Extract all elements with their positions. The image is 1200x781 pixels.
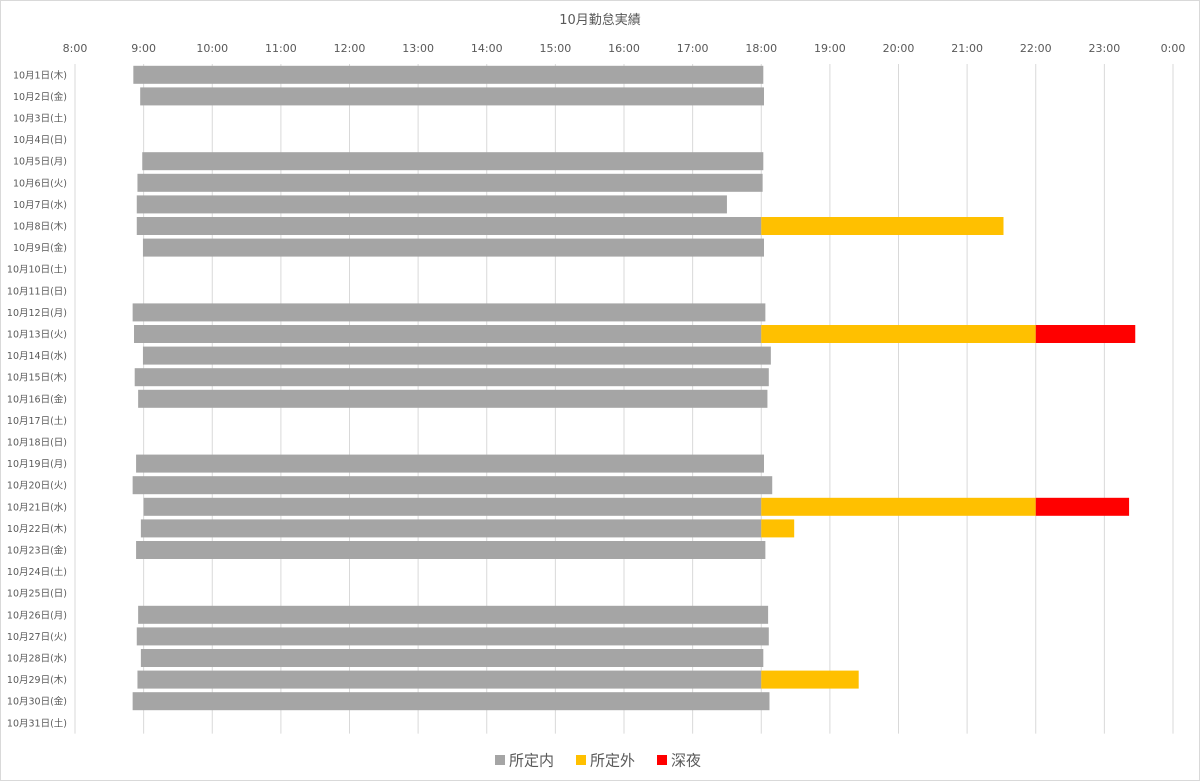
x-tick-label: 0:00: [1161, 42, 1186, 55]
bar-regular: [134, 325, 762, 343]
bar-regular: [136, 454, 764, 473]
bar-regular: [142, 346, 771, 365]
x-tick-label: 23:00: [1089, 42, 1121, 55]
bar-overtime: [761, 497, 1036, 516]
x-tick-label: 15:00: [540, 42, 572, 55]
y-tick-label: 10月28日(水): [7, 653, 67, 665]
legend-label: 所定外: [590, 752, 635, 770]
legend-swatch: [495, 755, 505, 765]
y-tick-label: 10月14日(水): [7, 350, 67, 362]
y-tick-label: 10月11日(日): [7, 286, 67, 297]
legend: 所定内 所定外 深夜: [495, 752, 701, 770]
bar-overtime: [761, 217, 1004, 235]
y-tick-label: 10月16日(金): [7, 393, 67, 405]
y-tick-label: 10月17日(土): [7, 415, 67, 427]
x-tick-label: 22:00: [1020, 42, 1052, 55]
bar-regular: [140, 649, 764, 667]
bar-regular: [133, 65, 764, 84]
y-tick-label: 10月8日(木): [13, 221, 67, 233]
bars: [132, 65, 1136, 711]
y-tick-label: 10月24日(土): [7, 566, 67, 578]
legend-swatch: [657, 755, 667, 765]
y-tick-label: 10月18日(日): [7, 438, 67, 449]
x-tick-label: 12:00: [334, 42, 366, 55]
x-tick-label: 11:00: [265, 42, 297, 55]
legend-label: 深夜: [671, 752, 701, 770]
y-tick-label: 10月29日(木): [7, 674, 67, 686]
y-tick-label: 10月13日(火): [7, 330, 67, 341]
bar-night: [1035, 497, 1130, 516]
y-tick-label: 10月5日(月): [13, 157, 67, 168]
y-tick-label: 10月26日(月): [7, 610, 67, 621]
x-tick-label: 21:00: [951, 42, 983, 55]
y-tick-label: 10月23日(金): [7, 545, 67, 557]
y-tick-label: 10月10日(土): [7, 264, 67, 276]
bar-regular: [136, 217, 762, 235]
bar-regular: [134, 368, 769, 387]
x-tick-label: 17:00: [677, 42, 709, 55]
y-tick-label: 10月1日(木): [13, 69, 67, 81]
bar-regular: [132, 476, 773, 495]
bar-regular: [142, 152, 764, 171]
bar-regular: [136, 541, 766, 559]
bar-regular: [136, 627, 769, 646]
y-tick-label: 10月6日(火): [13, 178, 67, 189]
y-axis-ticks: 10月1日(木) 10月2日(金) 10月3日(土) 10月4日(日) 10月5日(月)…: [7, 69, 67, 729]
bar-regular: [132, 692, 770, 711]
y-tick-label: 10月12日(月): [7, 308, 67, 319]
y-tick-label: 10月4日(日): [13, 135, 67, 146]
x-tick-label: 20:00: [883, 42, 915, 55]
x-axis-ticks: 8:00 9:00 10:00 11:00 12:00 13:00 14:00 15:00 16…: [63, 42, 1186, 55]
bar-overtime: [761, 325, 1036, 343]
legend-swatch: [576, 755, 586, 765]
y-tick-label: 10月22日(木): [7, 523, 67, 535]
x-tick-label: 9:00: [131, 42, 156, 55]
y-tick-label: 10月31日(土): [7, 717, 67, 729]
bar-regular: [143, 497, 762, 516]
legend-label: 所定内: [509, 752, 554, 770]
y-tick-label: 10月3日(土): [13, 113, 67, 125]
x-tick-label: 10:00: [196, 42, 228, 55]
bar-regular: [132, 303, 766, 322]
bar-overtime: [761, 670, 859, 689]
chart-title: 10月勤怠実績: [559, 12, 641, 28]
bar-overtime: [761, 519, 795, 538]
bar-regular: [140, 519, 762, 538]
y-tick-label: 10月21日(水): [7, 501, 67, 513]
x-tick-label: 8:00: [63, 42, 88, 55]
bar-regular: [140, 87, 764, 106]
bar-regular: [142, 238, 764, 257]
x-tick-label: 13:00: [402, 42, 434, 55]
y-tick-label: 10月7日(水): [13, 199, 67, 211]
y-tick-label: 10月20日(火): [7, 481, 67, 492]
bar-regular: [138, 389, 768, 408]
y-tick-label: 10月9日(金): [13, 242, 67, 254]
x-tick-label: 18:00: [745, 42, 777, 55]
bar-night: [1035, 325, 1136, 343]
y-tick-label: 10月2日(金): [13, 91, 67, 103]
bar-regular: [138, 605, 769, 624]
y-tick-label: 10月27日(火): [7, 632, 67, 643]
bar-regular: [137, 670, 762, 689]
y-tick-label: 10月15日(木): [7, 372, 67, 384]
x-tick-label: 19:00: [814, 42, 846, 55]
x-tick-label: 14:00: [471, 42, 503, 55]
x-tick-label: 16:00: [608, 42, 640, 55]
bar-regular: [136, 195, 727, 214]
y-tick-label: 10月30日(金): [7, 696, 67, 708]
y-tick-label: 10月25日(日): [7, 589, 67, 600]
y-tick-label: 10月19日(月): [7, 459, 67, 470]
bar-regular: [137, 173, 763, 192]
